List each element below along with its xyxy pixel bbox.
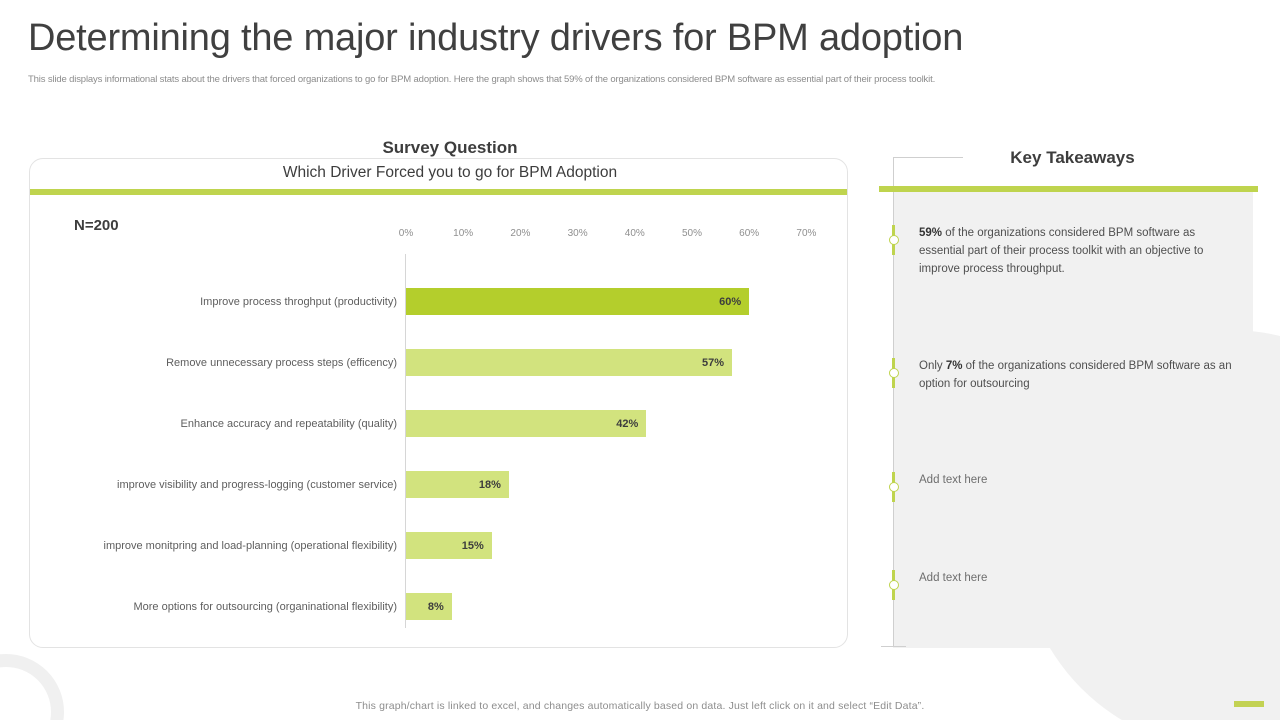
bar-value-label: 18% <box>478 478 501 491</box>
bar: 60% <box>406 288 750 315</box>
x-axis-tick-label: 30% <box>567 228 588 239</box>
bar-value-label: 8% <box>427 600 444 613</box>
bar-value-label: 57% <box>702 356 725 369</box>
x-axis-tick-label: 20% <box>510 228 531 239</box>
footer-note: This graph/chart is linked to excel, and… <box>355 700 925 712</box>
bar: 8% <box>406 593 452 620</box>
slide-header: Determining the major industry drivers f… <box>28 17 1258 85</box>
bar-category-label: improve visibility and progress-logging … <box>117 478 397 491</box>
bar-row: Improve process throghput (productivity)… <box>30 288 830 315</box>
bar-category-label: More options for outsourcing (organinati… <box>133 600 397 613</box>
key-takeaway-text: Add text here <box>919 572 988 584</box>
timeline-marker-dot-icon <box>889 235 899 245</box>
survey-title: Survey Question <box>382 138 518 157</box>
chart-card <box>29 158 848 648</box>
bar-series: Improve process throghput (productivity)… <box>30 254 830 628</box>
bar-row: Enhance accuracy and repeatability (qual… <box>30 410 830 437</box>
bar-row: More options for outsourcing (organinati… <box>30 593 830 620</box>
page-subtitle: This slide displays informational stats … <box>28 73 936 85</box>
bar-value-label: 60% <box>719 295 742 308</box>
bar-category-label: Improve process throghput (productivity) <box>200 295 397 308</box>
bar-category-label: Remove unnecessary process steps (effice… <box>166 356 397 369</box>
bar-category-label: Enhance accuracy and repeatability (qual… <box>180 417 397 430</box>
timeline-foot-tick <box>881 646 906 647</box>
timeline-axis <box>893 157 894 647</box>
key-takeaway-highlight: 7% <box>945 360 963 372</box>
key-takeaway-text: 59% of the organizations considered BPM … <box>919 227 1204 275</box>
timeline-marker-icon <box>889 570 899 600</box>
key-takeaway-text: Only 7% of the organizations considered … <box>919 360 1232 390</box>
timeline-marker-icon <box>889 358 899 388</box>
x-axis-tick-label: 70% <box>796 228 817 239</box>
survey-question-header: Survey Question Which Driver Forced you … <box>200 138 700 182</box>
key-takeaway-text: Add text here <box>919 474 988 486</box>
bar-category-label: improve monitpring and load-planning (op… <box>103 539 398 552</box>
x-axis-tick-label: 0% <box>398 228 414 239</box>
x-axis-tick-labels: 0% 10% 20% 30% 40% 50% 60% 70% <box>30 228 830 246</box>
key-takeaways-title: Key Takeaways <box>1010 148 1135 167</box>
bar: 15% <box>406 532 492 559</box>
sample-size-label: N=200 <box>74 217 119 234</box>
bar: 42% <box>406 410 647 437</box>
x-axis-tick-label: 10% <box>453 228 474 239</box>
x-axis-tick-label: 50% <box>681 228 703 239</box>
chart-card-accent-bar <box>30 189 847 195</box>
timeline-marker-icon <box>889 225 899 255</box>
x-axis-tick-label: 40% <box>624 228 645 239</box>
bar-chart[interactable]: 0% 10% 20% 30% 40% 50% 60% 70% Improve process … <box>30 228 830 628</box>
bar: 18% <box>406 471 509 498</box>
x-axis-tick-label: 60% <box>739 228 760 239</box>
timeline-marker-dot-icon <box>889 368 899 378</box>
key-takeaways-connector-line <box>893 157 963 158</box>
y-axis-line <box>405 254 406 628</box>
decorative-accent-bar <box>1234 701 1264 707</box>
bar-value-label: 15% <box>461 539 484 552</box>
bar-row: Remove unnecessary process steps (effice… <box>30 349 830 376</box>
key-takeaways-panel <box>893 192 1253 648</box>
key-takeaway-highlight: 59% <box>919 227 943 239</box>
bar-row: improve visibility and progress-logging … <box>30 471 830 498</box>
bar: 57% <box>406 349 733 376</box>
key-takeaways-accent-bar <box>879 186 1258 192</box>
page-title: Determining the major industry drivers f… <box>28 17 964 59</box>
timeline-marker-dot-icon <box>889 482 899 492</box>
timeline-marker-dot-icon <box>889 580 899 590</box>
bar-value-label: 42% <box>616 417 639 430</box>
timeline-marker-icon <box>889 472 899 502</box>
bar-row: improve monitpring and load-planning (op… <box>30 532 830 559</box>
survey-question-text: Which Driver Forced you to go for BPM Ad… <box>282 164 618 181</box>
